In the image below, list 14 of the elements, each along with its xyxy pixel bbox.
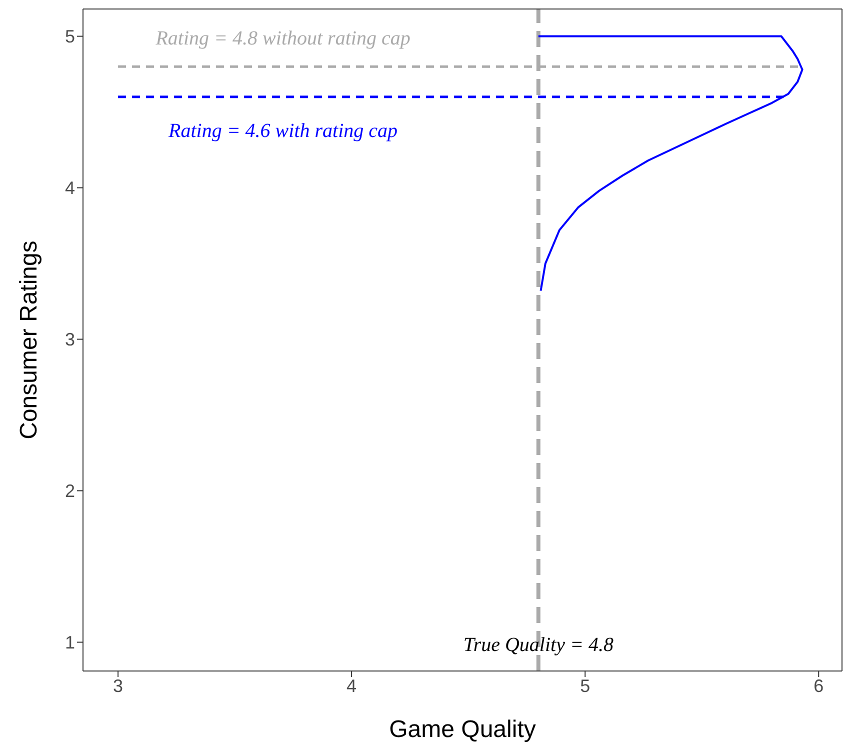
- x-tick-label: 6: [814, 676, 824, 696]
- y-axis-title: Consumer Ratings: [15, 240, 42, 440]
- y-tick-label: 1: [64, 632, 75, 653]
- x-tick-label: 3: [113, 676, 124, 696]
- y-tick-label: 5: [64, 26, 75, 47]
- y-tick-label: 3: [64, 330, 75, 350]
- x-tick-label: 4: [346, 676, 357, 696]
- y-tick-label: 4: [64, 178, 75, 198]
- series-label: Rating = 4.8 without rating cap: [154, 28, 410, 50]
- series-label: Rating = 4.6 with rating cap: [168, 120, 398, 142]
- ref-line-label: True Quality = 4.8: [463, 634, 614, 656]
- y-tick-label: 2: [64, 481, 75, 502]
- x-axis-title: Game Quality: [389, 716, 536, 743]
- x-tick-label: 5: [580, 676, 590, 696]
